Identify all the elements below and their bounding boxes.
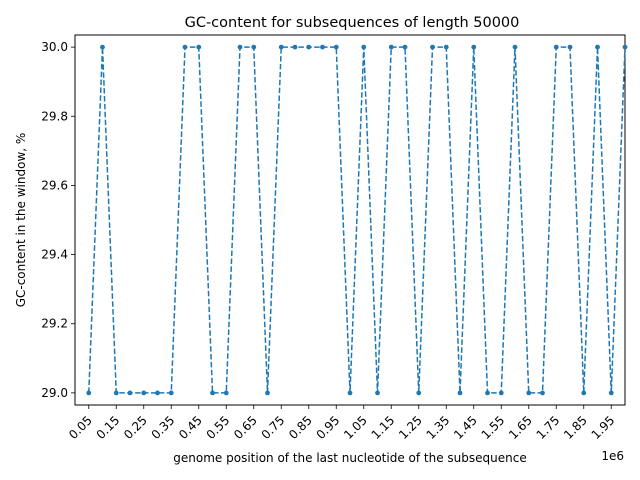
x-tick-label: 0.85 xyxy=(286,413,315,442)
data-point xyxy=(237,44,243,50)
x-axis-title: genome position of the last nucleotide o… xyxy=(173,451,526,465)
data-point xyxy=(127,390,133,396)
x-tick-label: 1.45 xyxy=(451,413,480,442)
x-tick-label: 1.15 xyxy=(369,413,398,442)
data-point xyxy=(540,390,545,396)
x-axis: 0.050.150.250.350.450.550.650.750.850.95… xyxy=(66,405,617,442)
x-tick-label: 1.05 xyxy=(341,413,370,442)
x-tick-label: 1.25 xyxy=(396,413,425,442)
x-tick-label: 1.35 xyxy=(424,413,453,442)
data-point xyxy=(210,390,215,396)
data-point xyxy=(196,44,202,50)
data-point xyxy=(416,390,422,396)
data-point xyxy=(485,390,490,396)
data-point xyxy=(113,390,119,396)
data-point xyxy=(155,390,160,396)
x-tick-label: 0.35 xyxy=(149,413,178,442)
y-tick-label: 29.6 xyxy=(41,178,68,192)
data-point xyxy=(581,390,587,396)
x-tick-label: 1.75 xyxy=(534,413,563,442)
x-tick-label: 0.95 xyxy=(314,413,343,442)
data-point xyxy=(141,390,147,396)
data-point xyxy=(86,390,92,396)
x-tick-label: 1.55 xyxy=(479,413,508,442)
x-tick-label: 1.95 xyxy=(589,413,618,442)
x-tick-label: 0.65 xyxy=(231,413,260,442)
data-point xyxy=(265,390,270,396)
data-point xyxy=(347,390,353,396)
data-point xyxy=(402,44,408,50)
data-point xyxy=(595,44,600,50)
data-point xyxy=(333,44,339,50)
x-tick-label: 0.05 xyxy=(66,413,95,442)
data-point xyxy=(168,390,174,396)
x-tick-label: 1.65 xyxy=(506,413,535,442)
data-point xyxy=(553,44,559,50)
data-point xyxy=(471,44,477,50)
x-tick-label: 0.15 xyxy=(94,413,123,442)
y-tick-label: 30.0 xyxy=(41,40,68,54)
data-point xyxy=(306,44,312,50)
x-tick-label: 0.45 xyxy=(176,413,205,442)
data-point xyxy=(361,44,367,50)
data-point xyxy=(622,44,628,50)
data-point xyxy=(278,44,284,50)
x-tick-label: 0.25 xyxy=(121,413,150,442)
y-tick-label: 29.8 xyxy=(41,109,68,123)
x-tick-label: 0.55 xyxy=(204,413,233,442)
data-point xyxy=(512,44,518,50)
data-point xyxy=(100,44,105,50)
data-point xyxy=(182,44,188,50)
data-point xyxy=(251,44,257,50)
data-point xyxy=(567,44,573,50)
y-axis: 29.0 29.2 29.4 29.6 29.8 30.0 xyxy=(41,40,75,400)
data-point xyxy=(526,390,532,396)
chart-title: GC-content for subsequences of length 50… xyxy=(185,15,520,31)
data-point xyxy=(430,44,435,50)
x-tick-label: 1.85 xyxy=(561,413,590,442)
y-tick-label: 29.4 xyxy=(41,248,68,262)
series-layer xyxy=(86,44,628,396)
y-tick-label: 29.0 xyxy=(41,386,68,400)
data-point xyxy=(375,390,380,396)
data-point xyxy=(443,44,449,50)
data-point xyxy=(608,390,614,396)
y-tick-label: 29.2 xyxy=(41,317,68,331)
data-point xyxy=(223,390,229,396)
data-point xyxy=(498,390,504,396)
data-point xyxy=(292,44,298,50)
series-line xyxy=(88,46,626,394)
x-tick-label: 0.75 xyxy=(259,413,288,442)
y-axis-title: GC-content in the window, % xyxy=(14,133,28,308)
x-axis-offset-label: 1e6 xyxy=(601,449,624,463)
data-point xyxy=(388,44,394,50)
data-point xyxy=(457,390,463,396)
plot-area-frame xyxy=(74,34,626,406)
data-point xyxy=(320,44,325,50)
